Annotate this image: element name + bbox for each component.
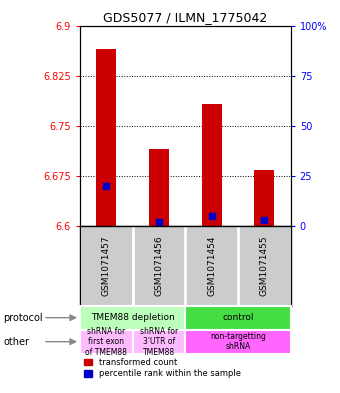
Bar (202, 104, 222, 226)
Bar (254, 170, 274, 226)
Text: control: control (222, 313, 254, 322)
Title: GDS5077 / ILMN_1775042: GDS5077 / ILMN_1775042 (103, 11, 268, 24)
Text: GSM1071454: GSM1071454 (207, 235, 216, 296)
Text: GSM1071456: GSM1071456 (154, 235, 164, 296)
Legend: transformed count, percentile rank within the sample: transformed count, percentile rank withi… (84, 358, 241, 378)
Text: shRNA for
3'UTR of
TMEM88: shRNA for 3'UTR of TMEM88 (140, 327, 178, 356)
Bar (96, 49, 116, 226)
Text: GSM1071455: GSM1071455 (260, 235, 269, 296)
Text: shRNA for
first exon
of TMEM88: shRNA for first exon of TMEM88 (85, 327, 127, 356)
Bar (185, 330, 291, 354)
Bar (185, 306, 291, 330)
Bar (80, 306, 185, 330)
Bar (80, 330, 133, 354)
Bar (133, 330, 185, 354)
Text: GSM1071457: GSM1071457 (102, 235, 111, 296)
Bar (149, 149, 169, 226)
Text: protocol: protocol (3, 313, 43, 323)
Text: other: other (3, 337, 29, 347)
Text: TMEM88 depletion: TMEM88 depletion (91, 313, 174, 322)
Text: non-targetting
shRNA: non-targetting shRNA (210, 332, 266, 351)
